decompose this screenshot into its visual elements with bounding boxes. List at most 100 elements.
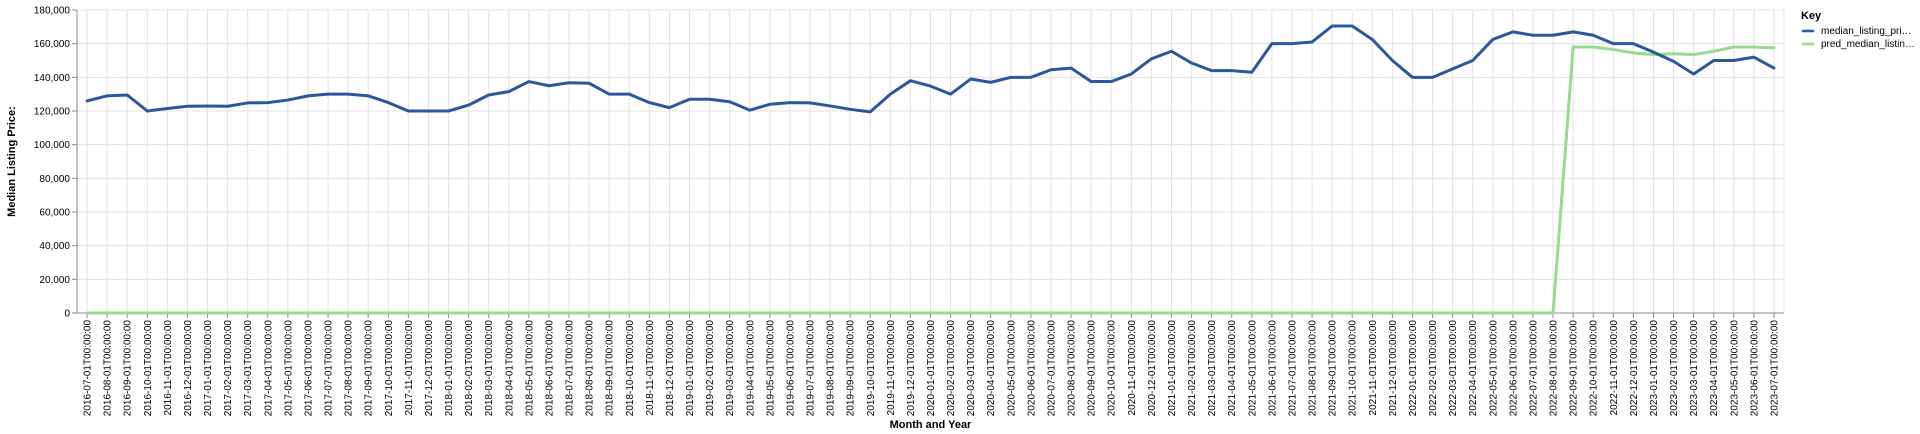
x-tick-label: 2018-05-01T00:00:00 [524, 320, 535, 417]
legend-title: Key [1801, 10, 1822, 22]
x-tick-label: 2020-07-01T00:00:00 [1046, 320, 1057, 417]
x-tick-label: 2019-05-01T00:00:00 [765, 320, 776, 417]
x-tick-labels: 2016-07-01T00:00:00 2016-08-01T00:00:00 20… [83, 320, 1781, 417]
x-tick-label: 2023-03-01T00:00:00 [1689, 320, 1700, 417]
x-tick-label: 2021-04-01T00:00:00 [1227, 320, 1238, 417]
y-tick-label: 40,000 [39, 241, 70, 252]
y-tick-label: 80,000 [39, 174, 70, 185]
x-tick-label: 2018-12-01T00:00:00 [665, 320, 676, 417]
x-tick-label: 2019-07-01T00:00:00 [806, 320, 817, 417]
x-tick-label: 2019-01-01T00:00:00 [685, 320, 696, 417]
x-tick-label: 2017-07-01T00:00:00 [324, 320, 335, 417]
x-tick-label: 2017-10-01T00:00:00 [384, 320, 395, 417]
x-tick-label: 2016-07-01T00:00:00 [83, 320, 94, 417]
legend-label: median_listing_pri… [1821, 26, 1912, 37]
x-tick-label: 2017-02-01T00:00:00 [223, 320, 234, 417]
x-tick-label: 2022-07-01T00:00:00 [1528, 320, 1539, 417]
series-lines [85, 24, 1776, 315]
x-tick-label: 2021-02-01T00:00:00 [1187, 320, 1198, 417]
x-tick-label: 2022-09-01T00:00:00 [1569, 320, 1580, 417]
x-tick-label: 2016-12-01T00:00:00 [183, 320, 194, 417]
x-tick-label: 2020-09-01T00:00:00 [1087, 320, 1098, 417]
x-tick-label: 2019-08-01T00:00:00 [826, 320, 837, 417]
x-tick-label: 2017-08-01T00:00:00 [344, 320, 355, 417]
y-axis-title: Median Listing Price: [6, 106, 18, 217]
x-axis-title: Month and Year [890, 419, 972, 431]
x-tick-label: 2021-09-01T00:00:00 [1328, 320, 1339, 417]
y-tick-label: 0 [64, 309, 70, 320]
x-tick-label: 2022-02-01T00:00:00 [1428, 320, 1439, 417]
x-tick-label: 2019-11-01T00:00:00 [886, 320, 897, 416]
y-tick-label: 120,000 [34, 107, 71, 118]
x-tick-label: 2019-12-01T00:00:00 [906, 320, 917, 417]
x-tick-label: 2018-02-01T00:00:00 [464, 320, 475, 417]
x-tick-label: 2023-04-01T00:00:00 [1709, 320, 1720, 417]
x-tick-label: 2017-06-01T00:00:00 [303, 320, 314, 417]
legend: Key median_listing_pri… pred_median_listi… [1801, 10, 1915, 50]
x-tick-label: 2018-10-01T00:00:00 [625, 320, 636, 417]
x-tick-label: 2020-11-01T00:00:00 [1127, 320, 1138, 416]
x-tick-label: 2021-10-01T00:00:00 [1348, 320, 1359, 417]
x-tick-label: 2017-04-01T00:00:00 [263, 320, 274, 417]
x-tick-label: 2019-02-01T00:00:00 [705, 320, 716, 417]
x-tick-label: 2020-06-01T00:00:00 [1026, 320, 1037, 417]
x-tick-label: 2018-04-01T00:00:00 [504, 320, 515, 417]
legend-items: median_listing_pri… pred_median_listin… [1801, 26, 1915, 50]
y-tick-label: 180,000 [34, 6, 71, 17]
x-tick-label: 2017-03-01T00:00:00 [243, 320, 254, 417]
x-tick-label: 2022-01-01T00:00:00 [1408, 320, 1419, 417]
x-tick-label: 2020-10-01T00:00:00 [1107, 320, 1118, 417]
x-tick-label: 2022-06-01T00:00:00 [1508, 320, 1519, 417]
x-tick-label: 2017-11-01T00:00:00 [404, 320, 415, 416]
y-tick-label: 20,000 [39, 275, 70, 286]
x-tick-label: 2018-06-01T00:00:00 [544, 320, 555, 417]
x-tick-label: 2021-12-01T00:00:00 [1388, 320, 1399, 417]
x-tick-label: 2020-04-01T00:00:00 [986, 320, 997, 417]
x-tick-label: 2020-05-01T00:00:00 [1006, 320, 1017, 417]
x-tick-label: 2021-08-01T00:00:00 [1308, 320, 1319, 417]
x-tick-label: 2021-11-01T00:00:00 [1368, 320, 1379, 416]
x-tick-label: 2021-05-01T00:00:00 [1247, 320, 1258, 417]
y-tick-label: 140,000 [34, 73, 71, 84]
x-tick-label: 2023-02-01T00:00:00 [1669, 320, 1680, 417]
x-tick-label: 2019-09-01T00:00:00 [846, 320, 857, 417]
y-tick-label: 60,000 [39, 208, 70, 219]
x-tick-label: 2016-09-01T00:00:00 [123, 320, 134, 417]
x-tick-label: 2017-09-01T00:00:00 [364, 320, 375, 417]
x-tick-label: 2020-12-01T00:00:00 [1147, 320, 1158, 417]
series-line-pred-median-listing-price [85, 45, 1776, 315]
x-tick-label: 2023-05-01T00:00:00 [1729, 320, 1740, 417]
x-tick-label: 2023-06-01T00:00:00 [1749, 320, 1760, 417]
x-tick-label: 2022-08-01T00:00:00 [1549, 320, 1560, 417]
x-tick-label: 2016-11-01T00:00:00 [163, 320, 174, 416]
x-tick-label: 2019-10-01T00:00:00 [866, 320, 877, 417]
x-tick-label: 2020-08-01T00:00:00 [1067, 320, 1078, 417]
x-tick-label: 2022-03-01T00:00:00 [1448, 320, 1459, 417]
x-tick-label: 2016-10-01T00:00:00 [143, 320, 154, 417]
x-tick-label: 2021-03-01T00:00:00 [1207, 320, 1218, 417]
x-tick-label: 2022-04-01T00:00:00 [1468, 320, 1479, 417]
x-tick-label: 2019-04-01T00:00:00 [745, 320, 756, 417]
x-tick-label: 2018-03-01T00:00:00 [484, 320, 495, 417]
x-tick-label: 2021-07-01T00:00:00 [1287, 320, 1298, 417]
x-tick-label: 2017-05-01T00:00:00 [283, 320, 294, 417]
x-tick-label: 2018-08-01T00:00:00 [585, 320, 596, 417]
x-tick-label: 2019-06-01T00:00:00 [785, 320, 796, 417]
x-tick-label: 2021-06-01T00:00:00 [1267, 320, 1278, 417]
x-tick-label: 2017-12-01T00:00:00 [424, 320, 435, 417]
x-tick-label: 2018-09-01T00:00:00 [605, 320, 616, 417]
x-tick-label: 2020-01-01T00:00:00 [926, 320, 937, 417]
x-tick-label: 2023-07-01T00:00:00 [1769, 320, 1780, 417]
x-tick-label: 2018-01-01T00:00:00 [444, 320, 455, 417]
x-tick-label: 2020-03-01T00:00:00 [966, 320, 977, 417]
y-tick-labels: 0 20,000 40,000 60,000 80,000 100,000 120,000 1… [34, 6, 71, 320]
x-tick-label: 2022-10-01T00:00:00 [1589, 320, 1600, 417]
x-tick-label: 2020-02-01T00:00:00 [946, 320, 957, 417]
series-line-median-listing-price [85, 24, 1776, 114]
y-tick-label: 100,000 [34, 140, 71, 151]
x-tick-label: 2018-07-01T00:00:00 [565, 320, 576, 417]
legend-label: pred_median_listin… [1821, 39, 1915, 50]
